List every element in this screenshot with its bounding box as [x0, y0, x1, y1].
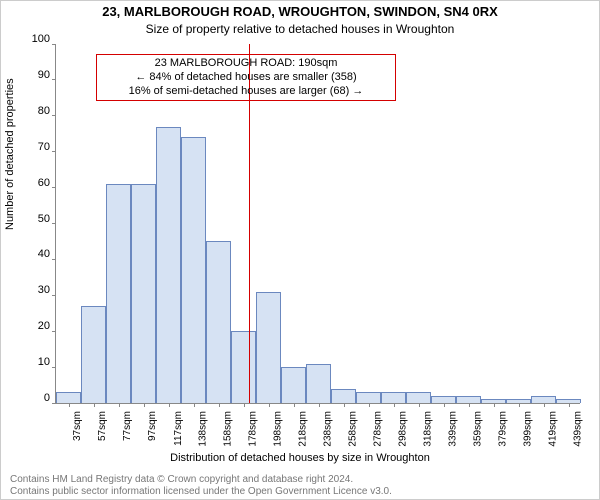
annotation-line-1: 23 MARLBOROUGH ROAD: 190sqm: [101, 57, 391, 71]
y-tick-label: 50: [38, 213, 50, 225]
x-tick-label: 258sqm: [348, 411, 359, 447]
annotation-line-3: 16% of semi-detached houses are larger (…: [101, 85, 391, 99]
histogram-bar: [206, 241, 231, 403]
y-tick-label: 90: [38, 69, 50, 81]
x-tick: [294, 403, 295, 407]
x-tick: [169, 403, 170, 407]
y-tick: [52, 115, 56, 116]
y-tick-label: 80: [38, 105, 50, 117]
histogram-bar: [81, 306, 106, 403]
x-tick-label: 318sqm: [423, 411, 434, 447]
y-tick: [52, 79, 56, 80]
x-tick-label: 97sqm: [148, 411, 159, 441]
y-tick: [52, 295, 56, 296]
y-axis-label: Number of detached properties: [4, 78, 16, 230]
x-tick-label: 439sqm: [573, 411, 584, 447]
x-tick: [144, 403, 145, 407]
histogram-bar: [56, 392, 81, 403]
y-tick-label: 10: [38, 356, 50, 368]
x-tick-label: 399sqm: [523, 411, 534, 447]
footer-attribution: Contains HM Land Registry data © Crown c…: [10, 474, 392, 498]
x-tick-label: 77sqm: [123, 411, 134, 441]
histogram-bar: [231, 331, 256, 403]
footer-line-1: Contains HM Land Registry data © Crown c…: [10, 474, 392, 486]
chart-title-description: Size of property relative to detached ho…: [0, 22, 600, 36]
y-tick-label: 40: [38, 248, 50, 260]
histogram-bar: [256, 292, 281, 403]
x-tick: [94, 403, 95, 407]
x-axis-label: Distribution of detached houses by size …: [0, 452, 600, 464]
chart-title-address: 23, MARLBOROUGH ROAD, WROUGHTON, SWINDON…: [0, 4, 600, 19]
x-tick: [394, 403, 395, 407]
x-tick-label: 379sqm: [498, 411, 509, 447]
histogram-bar: [106, 184, 131, 403]
y-tick-label: 70: [38, 141, 50, 153]
x-tick: [469, 403, 470, 407]
x-tick: [544, 403, 545, 407]
x-tick: [244, 403, 245, 407]
x-tick-label: 158sqm: [223, 411, 234, 447]
histogram-bar: [431, 396, 456, 403]
histogram-bar: [456, 396, 481, 403]
x-tick: [319, 403, 320, 407]
y-tick: [52, 367, 56, 368]
x-tick: [119, 403, 120, 407]
histogram-bar: [331, 389, 356, 403]
y-tick-label: 0: [44, 392, 50, 404]
histogram-plot: 010203040506070809010037sqm57sqm77sqm97s…: [55, 44, 580, 404]
histogram-bar: [156, 127, 181, 403]
y-tick: [52, 187, 56, 188]
x-tick: [194, 403, 195, 407]
y-tick: [52, 44, 56, 45]
x-tick: [519, 403, 520, 407]
histogram-bar: [381, 392, 406, 403]
x-tick-label: 359sqm: [473, 411, 484, 447]
x-tick-label: 339sqm: [448, 411, 459, 447]
histogram-bar: [306, 364, 331, 403]
histogram-bar: [531, 396, 556, 403]
x-tick: [369, 403, 370, 407]
x-tick-label: 218sqm: [298, 411, 309, 447]
x-tick: [569, 403, 570, 407]
x-tick-label: 298sqm: [398, 411, 409, 447]
x-tick: [69, 403, 70, 407]
x-tick-label: 419sqm: [548, 411, 559, 447]
x-tick-label: 178sqm: [248, 411, 259, 447]
x-tick: [494, 403, 495, 407]
histogram-bar: [356, 392, 381, 403]
annotation-box: 23 MARLBOROUGH ROAD: 190sqm← 84% of deta…: [96, 54, 396, 101]
y-tick: [52, 331, 56, 332]
x-tick-label: 198sqm: [273, 411, 284, 447]
x-tick: [444, 403, 445, 407]
x-tick: [344, 403, 345, 407]
y-tick: [52, 151, 56, 152]
annotation-line-2: ← 84% of detached houses are smaller (35…: [101, 71, 391, 85]
x-tick: [419, 403, 420, 407]
y-tick: [52, 223, 56, 224]
y-tick-label: 30: [38, 284, 50, 296]
x-tick: [269, 403, 270, 407]
footer-line-2: Contains public sector information licen…: [10, 486, 392, 498]
x-tick-label: 138sqm: [198, 411, 209, 447]
histogram-bar: [131, 184, 156, 403]
y-tick-label: 60: [38, 177, 50, 189]
y-tick-label: 100: [32, 33, 50, 45]
histogram-bar: [406, 392, 431, 403]
x-tick-label: 238sqm: [323, 411, 334, 447]
y-tick: [52, 259, 56, 260]
histogram-bar: [281, 367, 306, 403]
x-tick-label: 57sqm: [98, 411, 109, 441]
x-tick: [219, 403, 220, 407]
x-tick-label: 37sqm: [73, 411, 84, 441]
histogram-bar: [181, 137, 206, 403]
y-tick-label: 20: [38, 320, 50, 332]
x-tick-label: 278sqm: [373, 411, 384, 447]
x-tick-label: 117sqm: [173, 411, 184, 446]
